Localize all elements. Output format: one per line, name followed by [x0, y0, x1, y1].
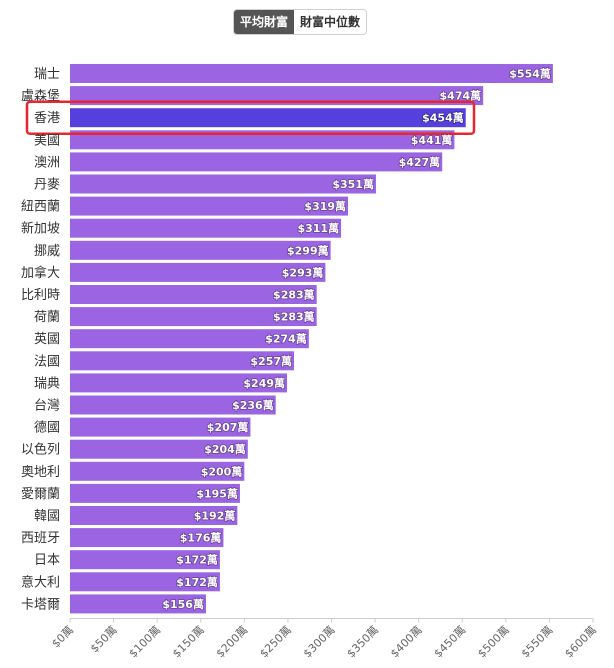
x-tick-label: $200萬: [214, 623, 251, 660]
bar-3: [70, 130, 455, 150]
bar-10: [70, 285, 317, 304]
category-label: 日本: [34, 553, 60, 568]
category-label: 挪威: [34, 244, 60, 259]
x-tick-label: $600萬: [562, 623, 599, 660]
bar-7: [70, 218, 342, 238]
x-axis: $0萬 $50萬 $100萬 $150萬 $200萬 $250萬 $300萬 $350萬 $40…: [49, 618, 599, 660]
x-tick-label: $400萬: [388, 623, 425, 660]
value-label: $293萬: [282, 265, 324, 279]
median-wealth-button[interactable]: 財富中位數: [294, 10, 367, 34]
value-label: $351萬: [332, 177, 374, 191]
bar-1: [70, 86, 484, 106]
category-label: 澳洲: [34, 154, 60, 170]
bar-19: [70, 483, 240, 503]
x-tick-label: $100萬: [127, 623, 164, 660]
value-label: $257萬: [250, 354, 292, 368]
value-label: $441萬: [411, 133, 453, 147]
bar-21: [70, 528, 224, 548]
category-label: 德國: [34, 421, 60, 436]
bar-18: [70, 461, 245, 481]
value-label: $236萬: [232, 398, 274, 412]
category-label: 比利時: [21, 288, 60, 303]
x-tick-label: $0萬: [49, 623, 76, 650]
bar-15: [70, 395, 276, 415]
bar-9: [70, 262, 326, 282]
bar-20: [70, 506, 238, 525]
category-label: 法國: [34, 354, 60, 369]
x-tick-label: $350萬: [344, 623, 381, 660]
wealth-toggle: 平均財富 財富中位數: [233, 9, 368, 35]
x-tick-label: $150萬: [170, 623, 207, 660]
category-label: 卡塔爾: [21, 597, 60, 612]
category-label: 荷蘭: [34, 309, 60, 325]
category-label: 丹麥: [34, 177, 60, 193]
bars-layer: [70, 64, 553, 614]
x-tick-label: $250萬: [257, 623, 294, 660]
value-label: $172萬: [176, 575, 218, 589]
bar-24: [70, 594, 206, 614]
x-tick-label: $450萬: [432, 623, 469, 660]
bar-16: [70, 417, 251, 437]
category-label: 紐西蘭: [21, 199, 60, 215]
category-label: 英國: [34, 332, 60, 347]
bar-22: [70, 550, 220, 570]
bar-2: [70, 108, 466, 128]
bar-5: [70, 174, 376, 194]
x-tick-label: $550萬: [519, 623, 556, 660]
value-label: $195萬: [196, 486, 238, 500]
category-label: 西班牙: [21, 531, 60, 546]
bar-17: [70, 439, 248, 459]
average-wealth-button[interactable]: 平均財富: [234, 10, 295, 34]
category-label: 瑞士: [34, 67, 60, 82]
category-label: 瑞典: [34, 376, 60, 391]
value-label: $554萬: [509, 67, 551, 81]
category-label: 新加坡: [21, 221, 60, 237]
value-label: $249萬: [243, 376, 285, 390]
category-label: 愛爾蘭: [21, 486, 60, 502]
value-label: $204萬: [204, 442, 246, 456]
value-label: $474萬: [440, 89, 482, 103]
category-label: 以色列: [21, 442, 60, 458]
value-label: $176萬: [180, 531, 222, 545]
category-label: 美國: [34, 133, 60, 148]
bar-13: [70, 351, 295, 371]
value-label: $427萬: [399, 155, 441, 169]
category-label: 奧地利: [21, 465, 60, 480]
category-label: 盧森堡: [21, 88, 60, 104]
value-label: $299萬: [287, 243, 329, 257]
bar-0: [70, 64, 553, 83]
value-label: $156萬: [162, 597, 204, 611]
bar-11: [70, 307, 317, 327]
value-label: $172萬: [176, 553, 218, 567]
category-label: 加拿大: [21, 265, 60, 281]
category-label: 意大利: [21, 574, 60, 590]
value-label: $311萬: [297, 221, 339, 235]
bar-14: [70, 373, 288, 393]
bar-6: [70, 196, 349, 216]
bar-23: [70, 572, 220, 592]
x-tick-label: $50萬: [88, 623, 120, 655]
highlight-box: [25, 100, 476, 135]
value-label: $207萬: [207, 420, 249, 434]
category-label: 韓國: [34, 509, 60, 524]
value-label: $319萬: [304, 199, 346, 213]
value-label: $283萬: [273, 288, 315, 302]
value-label: $192萬: [194, 509, 236, 523]
value-label: $454萬: [422, 111, 464, 125]
bar-4: [70, 152, 443, 172]
value-label: $200萬: [201, 464, 243, 478]
bar-12: [70, 329, 309, 349]
x-tick-label: $300萬: [301, 623, 338, 660]
value-label: $283萬: [273, 310, 315, 324]
bar-8: [70, 240, 331, 260]
x-tick-label: $500萬: [475, 623, 512, 660]
category-label: 台灣: [34, 399, 60, 414]
category-label: 香港: [34, 111, 60, 126]
value-label: $274萬: [265, 332, 307, 346]
